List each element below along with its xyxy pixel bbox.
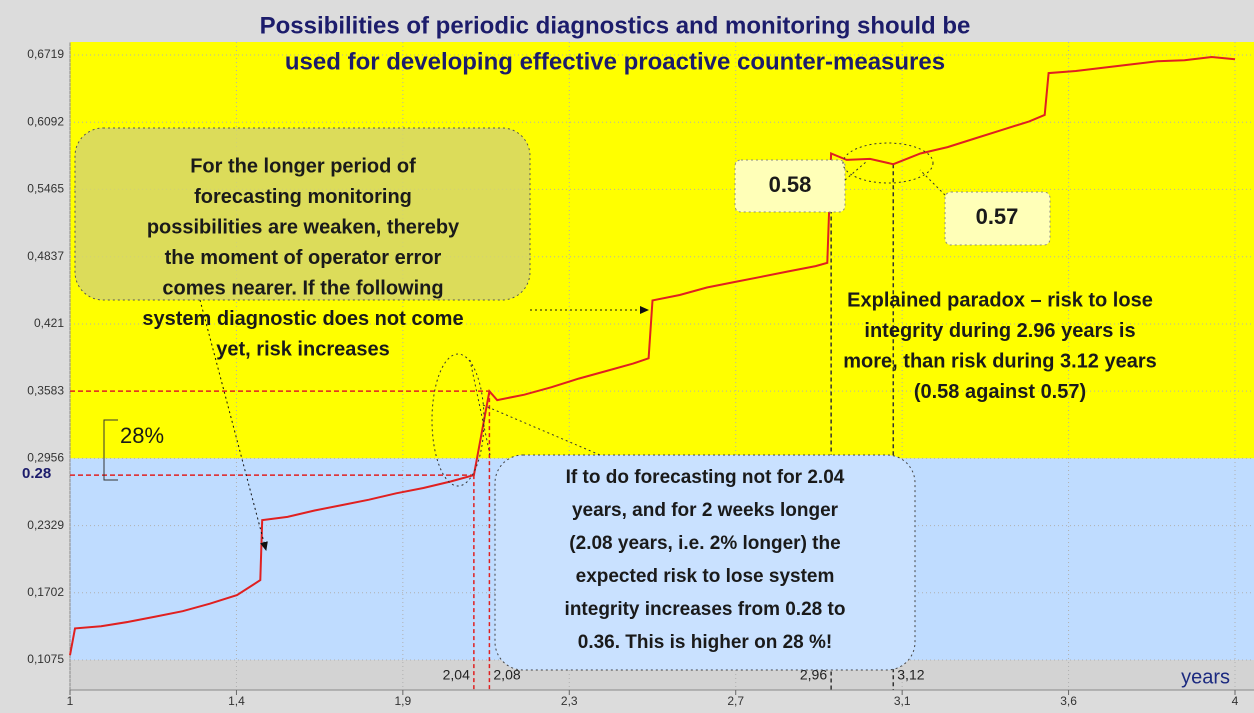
x-tick-label: 3,6 — [1060, 694, 1077, 708]
y-marker-label: 0.28 — [22, 465, 51, 482]
x-marker-label: 2,04 — [443, 667, 470, 683]
highlight-ellipse — [431, 353, 485, 487]
callout-box — [734, 159, 846, 213]
annotation: years, and for 2 weeks longer — [572, 500, 839, 521]
chart-title: Possibilities of periodic diagnostics an… — [260, 12, 971, 39]
annotation-shapes — [74, 127, 1051, 671]
y-tick-label: 0,2956 — [27, 451, 64, 465]
annotation: 0.36. This is higher on 28 %! — [578, 632, 832, 653]
y-tick-label: 0,3583 — [27, 383, 64, 397]
annotation: 0.58 — [769, 172, 812, 197]
annotation: comes nearer. If the following — [162, 277, 443, 299]
y-tick-label: 0,5465 — [27, 182, 64, 196]
y-tick-label: 0,1702 — [27, 585, 64, 599]
y-tick-label: 0,6092 — [27, 114, 64, 128]
annotation: If to do forecasting not for 2.04 — [566, 467, 845, 488]
annotation: more, than risk during 3.12 years — [843, 350, 1156, 372]
annotation: 0.57 — [976, 204, 1019, 229]
y-tick-label: 0,4837 — [27, 249, 64, 263]
x-marker-label: 2,96 — [800, 667, 827, 683]
callout-box — [74, 127, 531, 301]
annotation: Explained paradox – risk to lose — [847, 289, 1153, 311]
callout-box — [944, 191, 1051, 246]
x-tick-label: 4 — [1232, 694, 1239, 708]
x-tick-label: 1 — [67, 694, 74, 708]
x-axis-label: years — [1181, 666, 1230, 688]
annotation: For the longer period of — [190, 155, 416, 177]
annotation: integrity increases from 0.28 to — [565, 599, 846, 620]
x-tick-label: 1,9 — [394, 694, 411, 708]
y-tick-label: 0,2329 — [27, 518, 64, 532]
annotation: expected risk to lose system — [576, 566, 835, 587]
annotation: system diagnostic does not come — [142, 308, 463, 330]
annotation: (2.08 years, i.e. 2% longer) the — [569, 533, 840, 554]
x-marker-label: 3,12 — [897, 667, 924, 683]
y-tick-label: 0,6719 — [27, 47, 64, 61]
annotation: integrity during 2.96 years is — [864, 320, 1135, 342]
x-tick-label: 2,7 — [727, 694, 744, 708]
annotation: 28% — [120, 423, 164, 448]
annotation: possibilities are weaken, thereby — [147, 216, 460, 238]
x-tick-label: 2,3 — [561, 694, 578, 708]
y-tick-label: 0,1075 — [27, 652, 64, 666]
chart-title: used for developing effective proactive … — [285, 48, 945, 75]
x-marker-label: 2,08 — [493, 667, 520, 683]
x-tick-label: 1,4 — [228, 694, 245, 708]
leader — [482, 404, 601, 456]
bracket — [103, 419, 118, 481]
leader — [919, 169, 946, 196]
annotation: yet, risk increases — [216, 338, 389, 360]
x-tick-label: 3,1 — [894, 694, 911, 708]
y-tick-label: 0,421 — [34, 316, 64, 330]
highlight-ellipse — [842, 142, 934, 184]
annotation: (0.58 against 0.57) — [914, 381, 1086, 403]
callout-box — [494, 454, 916, 671]
arrow — [199, 299, 268, 551]
annotation: the moment of operator error — [165, 247, 442, 269]
annotation: forecasting monitoring — [194, 186, 412, 208]
leader — [469, 359, 491, 456]
